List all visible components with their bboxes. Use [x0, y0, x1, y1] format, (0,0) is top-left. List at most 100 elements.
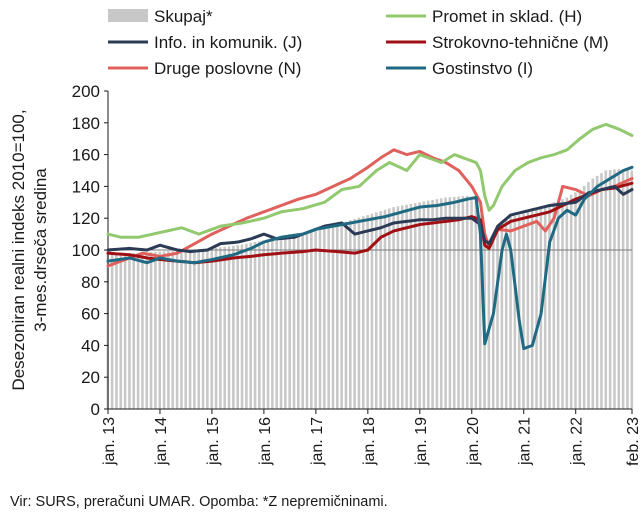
y-axis-label: Desezoniran realni indeks 2010=100,: [9, 109, 28, 390]
bar-skupaj: [297, 233, 300, 409]
bar-skupaj: [452, 196, 456, 409]
bar-skupaj: [214, 247, 218, 409]
bar-skupaj: [353, 218, 356, 409]
series-line-gostinstvo-i: [106, 165, 634, 351]
bar-skupaj: [491, 234, 495, 409]
bar-skupaj: [310, 231, 313, 409]
bar-skupaj: [279, 236, 283, 409]
bar-skupaj: [201, 248, 205, 409]
bar-skupaj: [227, 246, 231, 409]
bar-skupaj: [448, 197, 452, 409]
bar-skupaj: [327, 226, 330, 409]
bar-skupaj: [154, 251, 157, 409]
bar-skupaj: [405, 204, 408, 409]
bar-skupaj: [387, 208, 391, 409]
bar-skupaj: [565, 197, 569, 409]
x-tick-label: jan. 22: [569, 417, 586, 466]
x-tick-label: jan. 16: [257, 417, 274, 466]
bar-skupaj: [543, 206, 547, 409]
bar-skupaj: [431, 199, 434, 409]
bar-skupaj: [149, 252, 153, 409]
bar-skupaj: [180, 250, 183, 409]
bar-skupaj: [132, 253, 136, 409]
bar-skupaj: [253, 242, 257, 409]
x-tick-label: jan. 13: [101, 417, 118, 466]
y-tick-label: 60: [81, 305, 100, 324]
bar-skupaj: [396, 206, 400, 409]
bar-skupaj: [193, 249, 196, 409]
bar-skupaj: [110, 253, 114, 409]
bar-skupaj: [245, 243, 248, 409]
y-tick-label: 20: [81, 368, 100, 387]
bar-skupaj: [617, 168, 621, 409]
bar-skupaj: [344, 221, 348, 409]
series-line-promet-in-sklad-h: [106, 122, 634, 239]
bar-skupaj: [457, 196, 460, 409]
bar-skupaj: [509, 216, 512, 409]
legend-label-druge-poslovne-n: Druge poslovne (N): [154, 59, 301, 78]
series-line-info-in-komunik-j: [106, 184, 634, 254]
y-tick-label: 0: [91, 400, 100, 419]
x-tick-label: jan. 19: [413, 417, 430, 466]
bar-skupaj: [595, 175, 599, 409]
bar-skupaj: [530, 210, 534, 409]
y-tick-label: 100: [72, 241, 100, 260]
bar-skupaj: [262, 240, 265, 409]
bar-skupaj: [418, 202, 421, 409]
legend-label-strokovno-tehni-ne-m: Strokovno-tehnične (M): [432, 33, 609, 52]
bar-skupaj: [141, 252, 144, 409]
bar-skupaj: [158, 251, 162, 409]
bar-skupaj: [504, 218, 508, 409]
bar-skupaj: [413, 203, 417, 409]
bar-skupaj: [314, 230, 317, 409]
bar-skupaj: [578, 189, 582, 409]
bar-skupaj: [574, 192, 577, 409]
bar-skupaj: [240, 244, 244, 409]
bar-skupaj: [478, 215, 482, 409]
series-line-druge-poslovne-n: [106, 148, 634, 268]
bar-skupaj: [136, 252, 140, 409]
bar-skupaj: [366, 215, 369, 409]
bar-skupaj: [392, 207, 395, 409]
bar-skupaj: [323, 228, 326, 409]
x-tick-label: jan. 17: [309, 417, 326, 466]
bar-skupaj: [522, 213, 525, 409]
bar-skupaj: [461, 196, 465, 409]
bar-skupaj: [374, 212, 378, 409]
bar-skupaj: [582, 185, 586, 409]
bar-skupaj: [362, 216, 365, 409]
bar-skupaj: [383, 209, 387, 409]
y-tick-label: 140: [72, 177, 100, 196]
bar-skupaj: [305, 231, 309, 409]
bar-skupaj: [526, 211, 530, 409]
bar-skupaj: [465, 195, 469, 409]
bar-skupaj: [444, 197, 447, 409]
bar-skupaj: [400, 205, 404, 409]
y-tick-label: 180: [72, 114, 100, 133]
bar-skupaj: [318, 229, 322, 409]
bar-skupaj: [422, 201, 426, 409]
legend-label-skupaj: Skupaj*: [154, 7, 213, 26]
bar-skupaj: [115, 253, 118, 409]
bar-skupaj: [379, 211, 382, 409]
x-tick-label: jan. 20: [465, 417, 482, 466]
x-tick-label: jan. 14: [153, 417, 170, 466]
bar-skupaj: [630, 170, 634, 409]
bar-skupaj: [197, 249, 201, 409]
y-axis-label: 3-mes.drseča sredina: [31, 168, 50, 332]
bar-skupaj: [535, 209, 538, 409]
bar-skupaj: [349, 220, 352, 409]
legend-label-info-in-komunik-j: Info. in komunik. (J): [154, 33, 302, 52]
bar-skupaj: [496, 227, 499, 409]
bar-skupaj: [232, 245, 235, 409]
bar-skupaj: [426, 200, 430, 409]
bar-skupaj: [500, 221, 504, 409]
bar-skupaj: [284, 235, 287, 409]
y-tick-label: 200: [72, 82, 100, 101]
bar-skupaj: [123, 253, 127, 409]
bar-skupaj: [552, 202, 556, 409]
bar-skupaj: [587, 182, 590, 409]
legend-label-promet-in-sklad-h: Promet in sklad. (H): [432, 7, 582, 26]
bar-skupaj: [288, 234, 291, 409]
